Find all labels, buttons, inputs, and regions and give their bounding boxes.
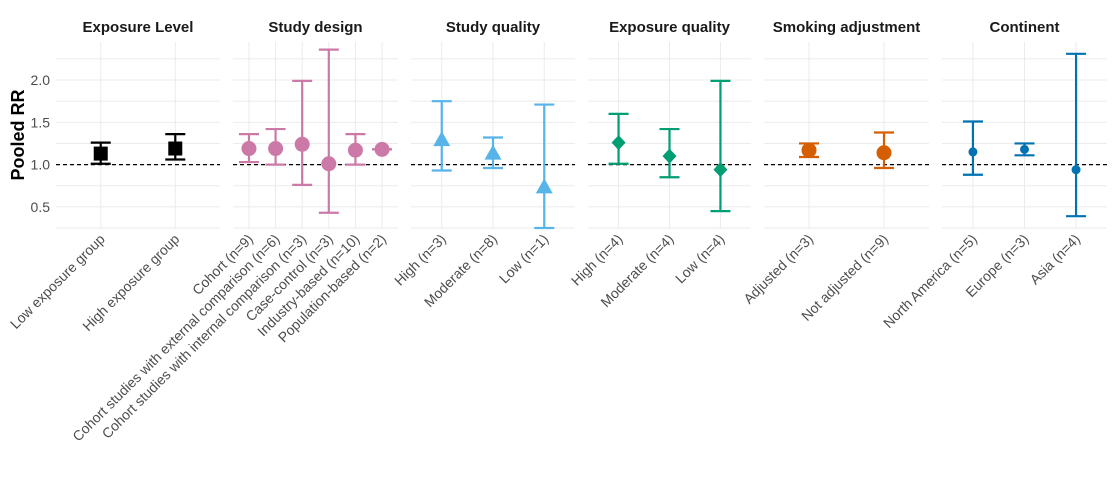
facet-title: Smoking adjustment xyxy=(773,19,921,36)
facet-title: Study quality xyxy=(446,19,541,36)
point-circle xyxy=(1071,165,1081,175)
point-circle xyxy=(241,141,257,157)
point-diamond xyxy=(713,162,728,178)
point-circle xyxy=(374,141,390,157)
y-tick-label: 1.0 xyxy=(31,157,51,173)
y-axis-label: Pooled RR xyxy=(8,89,28,180)
point-triangle xyxy=(535,178,553,194)
point-diamond xyxy=(611,135,626,151)
point-circle xyxy=(268,141,284,157)
point-diamond xyxy=(662,148,677,164)
point-square xyxy=(168,141,183,156)
facet-title: Exposure quality xyxy=(609,19,731,36)
point-triangle xyxy=(484,144,502,160)
y-tick-label: 2.0 xyxy=(31,72,51,88)
point-circle xyxy=(876,145,892,161)
y-tick-label: 0.5 xyxy=(31,199,51,215)
facet-title: Study design xyxy=(268,19,362,36)
y-tick-label: 1.5 xyxy=(31,114,51,130)
point-circle xyxy=(968,147,978,157)
point-circle xyxy=(801,142,817,158)
point-circle xyxy=(294,136,310,152)
x-tick-label: Asia (n=4) xyxy=(1026,231,1083,288)
point-circle xyxy=(1020,144,1029,154)
x-tick-label: Low (n=4) xyxy=(672,231,728,287)
point-circle xyxy=(347,142,363,158)
point-circle xyxy=(321,156,337,172)
x-tick-label: Cohort studies with external comparison … xyxy=(69,231,283,445)
x-tick-label: Adjusted (n=3) xyxy=(740,231,816,307)
point-square xyxy=(93,146,108,161)
facet-title: Continent xyxy=(990,19,1060,36)
point-triangle xyxy=(433,131,451,147)
x-tick-label: Low (n=1) xyxy=(496,231,552,287)
x-tick-label: North America (n=5) xyxy=(880,231,980,331)
facet-title: Exposure Level xyxy=(83,19,194,36)
